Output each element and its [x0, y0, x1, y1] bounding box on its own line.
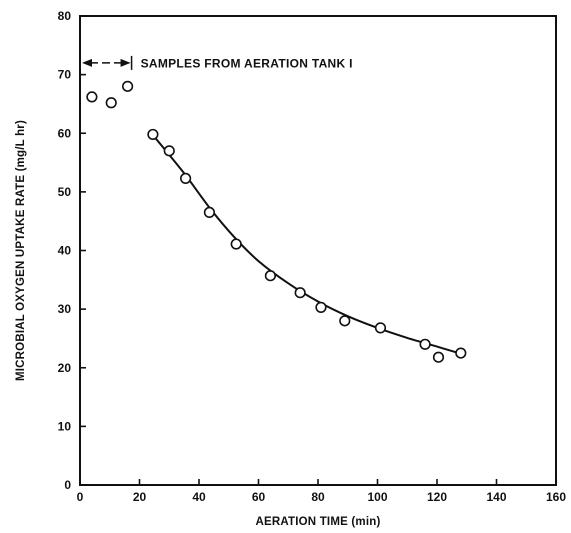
- annotation-arrowhead-left: [82, 58, 92, 67]
- y-tick-label: 10: [58, 419, 72, 433]
- x-tick-label: 120: [427, 490, 447, 504]
- y-tick-label: 30: [58, 302, 72, 316]
- plot-frame: [79, 15, 557, 486]
- y-tick-label: 50: [58, 185, 72, 199]
- data-point: [86, 91, 98, 103]
- x-tick-label: 80: [311, 490, 325, 504]
- annotation-layer: SAMPLES FROM AERATION TANK I: [82, 55, 353, 70]
- y-tick-label: 70: [58, 68, 72, 82]
- x-tick-label: 160: [546, 490, 566, 504]
- annotation-label: SAMPLES FROM AERATION TANK I: [141, 56, 353, 70]
- x-tick-label: 40: [192, 490, 206, 504]
- fitted-curve-line: [150, 132, 462, 355]
- data-point: [432, 351, 445, 363]
- y-tick-label: 40: [58, 244, 72, 258]
- annotation-arrowhead-right: [120, 58, 131, 67]
- data-point: [105, 97, 117, 109]
- data-point: [294, 287, 306, 299]
- x-tick-label: 60: [252, 490, 266, 504]
- x-tick-label: 140: [486, 490, 506, 504]
- x-axis-title: AERATION TIME (min): [256, 516, 381, 528]
- y-tick-label: 0: [64, 478, 71, 492]
- data-point: [374, 322, 387, 334]
- data-point: [264, 270, 277, 282]
- x-tick-label: 0: [77, 490, 84, 504]
- data-point: [315, 301, 327, 313]
- ticks: 0 20 40 60 80 100 120 140 160 0 10 20 30 40 50 60 70 80: [58, 9, 567, 504]
- data-point: [121, 80, 134, 92]
- axes: [79, 15, 557, 486]
- data-point: [339, 315, 351, 327]
- data-point: [419, 338, 431, 350]
- data-point: [230, 238, 242, 250]
- y-tick-label: 20: [58, 361, 72, 375]
- data-point: [203, 206, 216, 218]
- fitted-curve-layer: [150, 132, 462, 355]
- data-point: [147, 128, 159, 141]
- y-tick-label: 60: [58, 126, 72, 140]
- data-point: [163, 145, 175, 157]
- x-tick-label: 100: [367, 490, 387, 504]
- data-points-layer: [86, 80, 467, 363]
- data-point: [455, 347, 467, 359]
- data-point: [180, 172, 192, 184]
- y-axis-title: MICROBIAL OXYGEN UPTAKE RATE (mg/L hr): [15, 120, 27, 381]
- x-tick-label: 20: [133, 490, 147, 504]
- y-tick-label: 80: [58, 9, 72, 23]
